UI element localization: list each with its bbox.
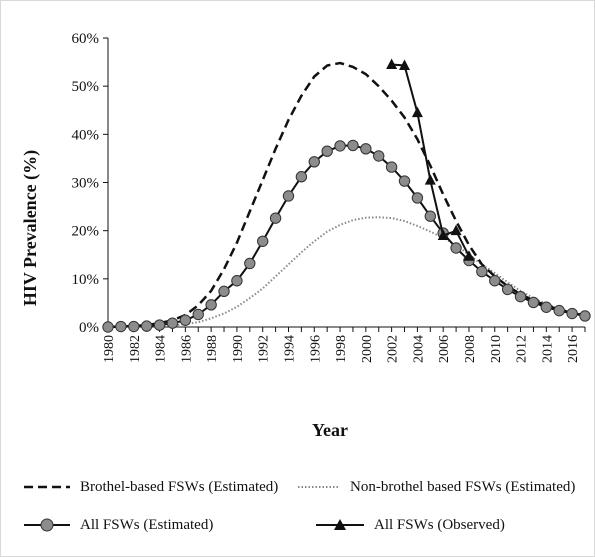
data-point xyxy=(373,150,385,162)
y-tick-label: 60% xyxy=(72,31,100,47)
x-tick-label: 1998 xyxy=(334,335,349,363)
x-ticks: 1980 1982 1984 1986 1988 1990 1992 1994 1996 1998… xyxy=(102,327,586,363)
data-point xyxy=(566,307,578,320)
data-point xyxy=(385,161,398,173)
data-point xyxy=(424,174,436,185)
x-tick-label: 2012 xyxy=(515,335,530,363)
data-point xyxy=(257,235,269,247)
y-tick-label: 0% xyxy=(79,320,99,336)
legend-swatch-circle-line xyxy=(24,518,70,532)
data-point xyxy=(334,140,346,152)
data-point xyxy=(579,310,591,322)
data-point xyxy=(411,192,424,204)
data-point xyxy=(282,190,295,202)
legend-item-all-observed: All FSWs (Observed) xyxy=(316,511,505,539)
x-tick-label: 1980 xyxy=(102,335,117,363)
data-point xyxy=(527,296,540,309)
series-0 xyxy=(107,61,586,329)
y-axis-title: HIV Prevalence (%) xyxy=(20,150,41,306)
series-layer xyxy=(102,58,591,333)
data-point xyxy=(386,58,398,69)
legend-label-brothel-based: Brothel-based FSWs (Estimated) xyxy=(80,478,279,495)
x-tick-label: 1986 xyxy=(179,335,194,363)
legend-label-all-estimated: All FSWs (Estimated) xyxy=(80,516,214,533)
data-point xyxy=(140,320,153,332)
x-tick-label: 1984 xyxy=(154,335,169,363)
x-tick-label: 1996 xyxy=(308,335,323,363)
data-point xyxy=(399,59,411,70)
y-tick-label: 50% xyxy=(72,79,100,95)
data-point xyxy=(540,301,553,313)
data-point xyxy=(308,156,320,168)
y-tick-label: 30% xyxy=(72,176,100,192)
legend-item-all-estimated: All FSWs (Estimated) xyxy=(24,511,213,539)
x-tick-label: 1992 xyxy=(257,335,272,363)
data-point xyxy=(514,290,527,303)
data-point xyxy=(424,210,436,222)
data-point xyxy=(192,308,204,321)
data-point xyxy=(269,212,282,224)
legend-label-non-brothel-based: Non-brothel based FSWs (Estimated) xyxy=(350,478,576,495)
data-point xyxy=(115,320,127,333)
data-point xyxy=(321,145,333,157)
data-point xyxy=(450,224,462,236)
legend-item-non-brothel-based: Non-brothel based FSWs (Estimated) xyxy=(298,473,575,501)
series-line xyxy=(107,144,586,328)
series-line xyxy=(107,61,586,329)
x-tick-label: 2014 xyxy=(540,335,555,363)
data-point xyxy=(153,319,166,331)
axes xyxy=(107,38,585,328)
legend-swatch-dotted xyxy=(298,486,340,488)
chart-plot: 0%10%20%30%40%50%60% 1980 1982 1984 1986 198… xyxy=(20,31,591,440)
data-point xyxy=(166,317,179,329)
data-point xyxy=(411,106,423,118)
data-point xyxy=(231,275,243,287)
data-point xyxy=(360,143,372,155)
x-tick-label: 1988 xyxy=(205,335,220,363)
legend: Brothel-based FSWs (Estimated) Non-broth… xyxy=(0,462,595,552)
x-tick-label: 1990 xyxy=(231,335,246,363)
data-point xyxy=(244,257,256,270)
legend-label-all-observed: All FSWs (Observed) xyxy=(374,516,505,533)
data-point xyxy=(218,285,230,298)
data-point xyxy=(437,229,449,240)
data-point xyxy=(450,242,462,254)
x-tick-label: 2008 xyxy=(463,335,478,363)
data-point xyxy=(179,314,192,326)
x-tick-label: 2004 xyxy=(411,335,426,363)
x-tick-label: 1994 xyxy=(282,335,297,363)
data-point xyxy=(501,283,514,296)
x-tick-label: 2000 xyxy=(360,335,375,363)
legend-swatch-dashed xyxy=(24,485,70,489)
x-tick-label: 2002 xyxy=(386,335,401,363)
legend-item-brothel-based: Brothel-based FSWs (Estimated) xyxy=(24,473,278,501)
y-tick-label: 40% xyxy=(72,127,100,143)
y-ticks: 0% 10% 20% 30% 40% 50% 60% xyxy=(72,31,108,336)
data-point xyxy=(128,320,140,333)
x-tick-label: 2010 xyxy=(489,335,504,363)
x-tick-label: 1982 xyxy=(128,335,143,363)
x-tick-label: 2016 xyxy=(566,335,581,363)
series-1 xyxy=(108,216,586,328)
data-point xyxy=(347,139,359,152)
series-3 xyxy=(386,58,475,261)
data-point xyxy=(398,175,411,187)
data-point xyxy=(205,299,217,311)
data-point xyxy=(295,171,308,183)
legend-swatch-triangle-line xyxy=(316,519,364,530)
y-tick-label: 20% xyxy=(72,224,100,240)
data-point xyxy=(102,321,114,333)
y-tick-label: 10% xyxy=(72,272,100,288)
data-point xyxy=(489,275,501,287)
data-point xyxy=(476,265,488,278)
data-point xyxy=(553,304,565,317)
data-point xyxy=(463,250,475,261)
x-tick-label: 2006 xyxy=(437,335,452,363)
series-line xyxy=(108,216,586,328)
series-2 xyxy=(102,139,591,333)
x-axis-title: Year xyxy=(312,420,348,440)
